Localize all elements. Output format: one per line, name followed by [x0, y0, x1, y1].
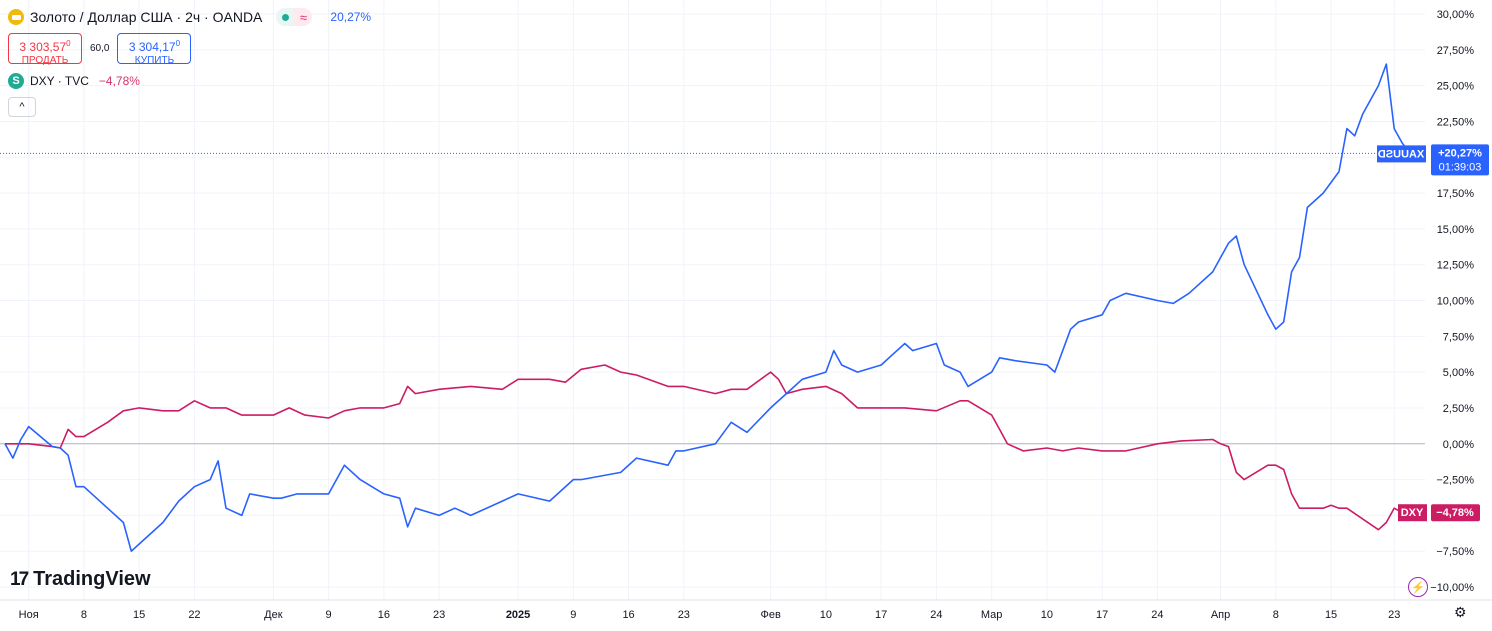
x-tick-label: 10: [820, 609, 832, 621]
y-tick-label: 17,50%: [1437, 188, 1475, 200]
x-tick-label: 17: [1096, 609, 1108, 621]
y-tick-label: −10,00%: [1430, 582, 1474, 594]
buy-label: КУПИТЬ: [134, 55, 175, 66]
y-tick-label: −7,50%: [1436, 546, 1474, 558]
x-tick-label: 16: [622, 609, 634, 621]
y-tick-label: 22,50%: [1437, 116, 1475, 128]
x-tick-label: 15: [133, 609, 145, 621]
dxy-name-tag: [1398, 504, 1427, 522]
gold-legend-row[interactable]: Золото / Доллар США · 2ч · OANDA ≈ 20,27…: [8, 7, 371, 27]
gold-change: 20,27%: [330, 10, 372, 24]
gold-value-tag: [1431, 144, 1489, 176]
gold-name-tag: [1377, 145, 1426, 163]
collapse-legend-button[interactable]: ^: [8, 97, 36, 117]
logo-mark: 17: [10, 568, 29, 590]
dxy-value-label: −4,78%: [1436, 507, 1474, 519]
x-tick-label: 15: [1325, 609, 1337, 621]
gold-name-label: XAUUSD: [1378, 148, 1425, 160]
x-tick-label: Ноя: [19, 609, 39, 621]
x-tick-label: Фев: [760, 609, 780, 621]
y-tick-label: 27,50%: [1437, 45, 1475, 57]
dxy-change: −4,78%: [98, 74, 140, 88]
x-tick-label: 2025: [506, 609, 530, 621]
logo-text: TradingView: [33, 568, 151, 590]
x-tick-label: 16: [378, 609, 390, 621]
buy-button[interactable]: 3 304,170 КУПИТЬ: [117, 33, 192, 66]
x-tick-label: 8: [1273, 609, 1279, 621]
y-tick-label: 10,00%: [1437, 296, 1475, 308]
series-lines: [0, 63, 1425, 552]
x-tick-label: Апр: [1211, 609, 1230, 621]
x-tick-label: 24: [1151, 609, 1163, 621]
x-tick-label: Мар: [981, 609, 1003, 621]
x-tick-label: 17: [875, 609, 887, 621]
x-tick-label: 9: [326, 609, 332, 621]
x-tick-label: 23: [433, 609, 445, 621]
x-tick-label: Дек: [264, 609, 283, 621]
dxy-name-label: DXY: [1401, 507, 1424, 519]
price-tags: XAUUSD +20,27% 01:39:03 DXY −4,78%: [1377, 144, 1489, 522]
x-tick-label: 8: [81, 609, 87, 621]
buy-price: 3 304,17: [128, 40, 176, 54]
chevron-up-icon: ^: [19, 101, 25, 113]
chart-legend: Золото / Доллар США · 2ч · OANDA ≈ 20,27…: [8, 7, 371, 117]
spread-value: 60,0: [90, 43, 110, 54]
series-line-dxy: [5, 364, 1411, 531]
y-tick-label: 7,50%: [1443, 331, 1474, 343]
y-tick-label: −2,50%: [1436, 475, 1474, 487]
x-tick-label: 9: [570, 609, 576, 621]
tradingview-logo[interactable]: 17 TradingView: [10, 568, 151, 591]
status-pills[interactable]: ≈: [276, 8, 313, 26]
y-tick-label: 15,00%: [1437, 224, 1475, 236]
series-line-xauusd: [4, 63, 1411, 552]
dxy-title: DXY · TVC: [30, 74, 89, 88]
sell-button[interactable]: 3 303,570 ПРОДАТЬ: [8, 33, 82, 66]
y-tick-label: 2,50%: [1443, 403, 1474, 415]
x-tick-label: 23: [678, 609, 690, 621]
dxy-icon: S: [8, 73, 24, 89]
y-tick-label: 30,00%: [1437, 9, 1475, 21]
market-open-icon: [276, 8, 295, 26]
wave-icon: ≈: [294, 8, 313, 26]
y-tick-label: 25,00%: [1437, 81, 1475, 93]
gold-icon: [8, 9, 24, 25]
x-tick-label: 24: [930, 609, 942, 621]
x-tick-label: 22: [188, 609, 200, 621]
gold-value-label: +20,27%: [1438, 147, 1482, 159]
y-tick-label: 0,00%: [1443, 439, 1474, 451]
gold-countdown-label: 01:39:03: [1439, 161, 1482, 173]
gear-icon[interactable]: ⚙: [1454, 604, 1467, 620]
x-axis: Ноя 8 15 22 Дек 9 16 23 2025 9 16 23 Фев 10 17 24 Мар 10 1…: [0, 599, 1492, 621]
sell-price-sup: 0: [66, 39, 71, 48]
dxy-legend-row[interactable]: S DXY · TVC −4,78%: [8, 71, 371, 91]
y-tick-label: 5,00%: [1443, 367, 1474, 379]
trade-row: 3 303,570 ПРОДАТЬ 60,0 3 304,170 КУПИТЬ: [8, 33, 371, 66]
sell-label: ПРОДАТЬ: [21, 55, 69, 66]
x-tick-label: 23: [1388, 609, 1400, 621]
x-tick-label: 10: [1041, 609, 1053, 621]
bolt-icon[interactable]: ⚡: [1408, 577, 1428, 597]
buy-price-sup: 0: [175, 39, 181, 48]
sell-price: 3 303,57: [19, 40, 67, 54]
y-tick-label: 12,50%: [1437, 260, 1475, 272]
dxy-value-tag: [1431, 504, 1480, 522]
gold-title: Золото / Доллар США · 2ч · OANDA: [30, 9, 263, 25]
